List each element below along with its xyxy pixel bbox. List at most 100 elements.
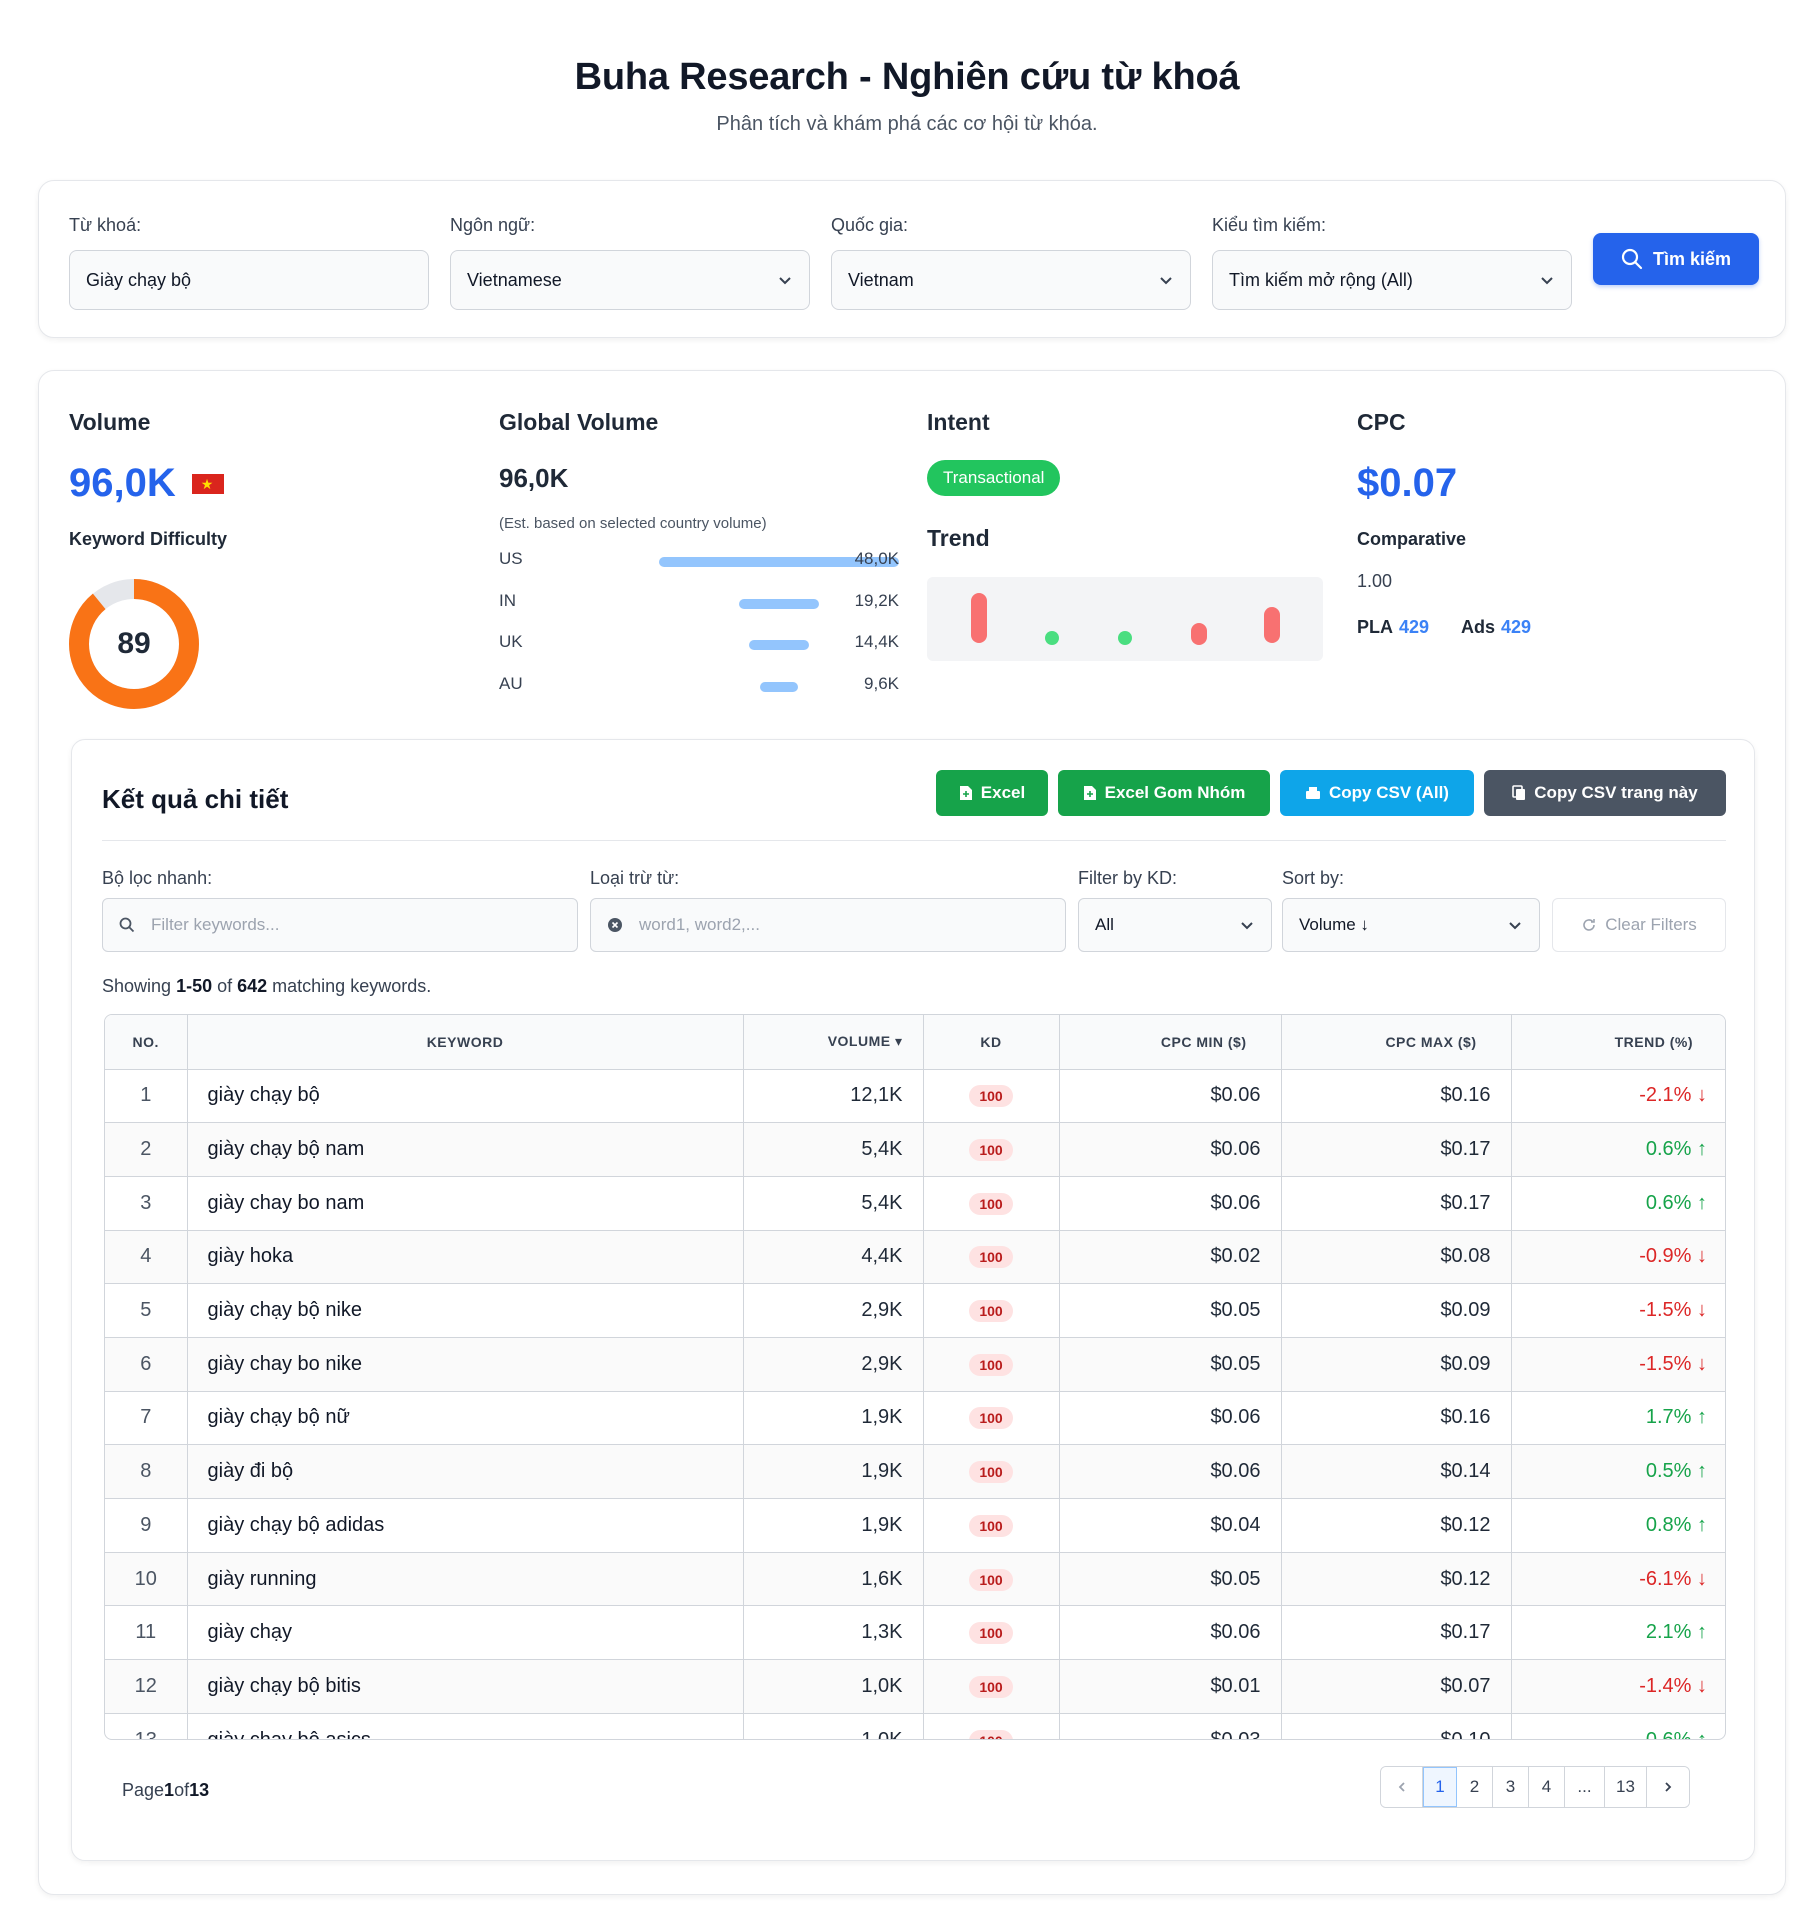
page-button[interactable]: 1 bbox=[1423, 1767, 1457, 1807]
table-row[interactable]: 12 giày chạy bộ bitis 1,0K 100 $0.01 $0.07 -1.… bbox=[105, 1659, 1725, 1714]
kd-badge: 100 bbox=[969, 1622, 1013, 1645]
row-volume: 5,4K bbox=[743, 1176, 924, 1231]
keyword-input-value: Giày chạy bộ bbox=[86, 269, 192, 290]
excel-group-button[interactable]: Excel Gom Nhóm bbox=[1058, 770, 1270, 816]
kd-filter-label: Filter by KD: bbox=[1078, 868, 1178, 888]
page-button[interactable]: 4 bbox=[1529, 1767, 1565, 1807]
row-cpc-min: $0.05 bbox=[1059, 1283, 1282, 1338]
col-kd[interactable]: KD bbox=[923, 1015, 1060, 1070]
country-select[interactable]: Vietnam bbox=[831, 250, 1191, 310]
col-cpc-max[interactable]: CPC MAX ($) bbox=[1281, 1015, 1512, 1070]
table-row[interactable]: 8 giày đi bộ 1,9K 100 $0.06 $0.14 0.5% ↑ bbox=[105, 1444, 1725, 1499]
row-trend: -1.5% ↓ bbox=[1511, 1337, 1725, 1392]
table-row[interactable]: 3 giày chay bo nam 5,4K 100 $0.06 $0.17 0.6% ↑ bbox=[105, 1176, 1725, 1231]
chevron-left-icon bbox=[1398, 1782, 1405, 1792]
country-volume-value: 9,6K bbox=[864, 673, 899, 693]
table-row[interactable]: 7 giày chạy bộ nữ 1,9K 100 $0.06 $0.16 1.7% ↑ bbox=[105, 1391, 1725, 1446]
arrow-down-icon: ↓ bbox=[1697, 1245, 1707, 1268]
table-row[interactable]: 9 giày chạy bộ adidas 1,9K 100 $0.04 $0.12 0.8… bbox=[105, 1498, 1725, 1553]
table-header-row: NO. KEYWORD VOLUME ▾ KD CPC MIN ($) CPC … bbox=[105, 1015, 1725, 1070]
chevron-down-icon bbox=[1160, 277, 1172, 285]
row-no: 13 bbox=[105, 1713, 188, 1739]
search-type-select[interactable]: Tìm kiếm mở rộng (All) bbox=[1212, 250, 1572, 310]
row-keyword: giày chạy bộ adidas bbox=[187, 1498, 744, 1553]
prev-page-button[interactable] bbox=[1381, 1767, 1423, 1807]
table-row[interactable]: 5 giày chạy bộ nike 2,9K 100 $0.05 $0.09 -1.5%… bbox=[105, 1283, 1725, 1338]
search-card: Từ khoá: Giày chạy bộ Ngôn ngữ: Vietname… bbox=[38, 180, 1786, 338]
copy-csv-all-button[interactable]: Copy CSV (All) bbox=[1280, 770, 1474, 816]
country-volume-value: 14,4K bbox=[854, 632, 899, 651]
page-info: Page1of13 bbox=[122, 1780, 209, 1801]
search-button[interactable]: Tìm kiếm bbox=[1593, 233, 1759, 285]
row-kd-cell: 100 bbox=[923, 1337, 1060, 1392]
row-cpc-max: $0.07 bbox=[1281, 1659, 1512, 1714]
page-button[interactable]: 2 bbox=[1457, 1767, 1493, 1807]
ads-label: Ads bbox=[1461, 617, 1496, 637]
kd-badge: 100 bbox=[969, 1085, 1013, 1108]
table-row[interactable]: 2 giày chạy bộ nam 5,4K 100 $0.06 $0.17 0.6% ↑ bbox=[105, 1122, 1725, 1177]
kd-badge: 100 bbox=[969, 1568, 1013, 1591]
col-volume[interactable]: VOLUME ▾ bbox=[743, 1015, 924, 1070]
row-keyword: giày running bbox=[187, 1552, 744, 1607]
row-volume: 1,6K bbox=[743, 1552, 924, 1607]
chevron-down-icon bbox=[1241, 922, 1253, 930]
search-type-label: Kiểu tìm kiếm: bbox=[1212, 215, 1327, 235]
row-volume: 1,9K bbox=[743, 1498, 924, 1553]
col-cpc-min[interactable]: CPC MIN ($) bbox=[1059, 1015, 1282, 1070]
row-keyword: giày chạy bộ nike bbox=[187, 1283, 744, 1338]
table-row[interactable]: 10 giày running 1,6K 100 $0.05 $0.12 -6.1% ↓ bbox=[105, 1552, 1725, 1607]
language-select[interactable]: Vietnamese bbox=[450, 250, 810, 310]
kd-badge: 100 bbox=[969, 1300, 1013, 1323]
country-field: Quốc gia: Vietnam bbox=[831, 215, 1191, 310]
chevron-right-icon bbox=[1665, 1782, 1672, 1792]
language-select-value: Vietnamese bbox=[467, 269, 562, 290]
exclude-input[interactable]: word1, word2,... bbox=[590, 898, 1066, 952]
results-table-wrap[interactable]: NO. KEYWORD VOLUME ▾ KD CPC MIN ($) CPC … bbox=[104, 1014, 1726, 1740]
col-no[interactable]: NO. bbox=[105, 1015, 188, 1070]
col-trend[interactable]: TREND (%) bbox=[1511, 1015, 1725, 1070]
row-keyword: giày chạy bộ nam bbox=[187, 1122, 744, 1177]
showing-range: 1-50 bbox=[176, 976, 213, 996]
page-button[interactable]: 3 bbox=[1493, 1767, 1529, 1807]
row-kd-cell: 100 bbox=[923, 1444, 1060, 1499]
keyword-input[interactable]: Giày chạy bộ bbox=[69, 250, 429, 310]
row-volume: 1,0K bbox=[743, 1659, 924, 1714]
next-page-button[interactable] bbox=[1647, 1767, 1689, 1807]
clear-filters-button[interactable]: Clear Filters bbox=[1552, 898, 1726, 952]
row-kd-cell: 100 bbox=[923, 1069, 1060, 1124]
row-volume: 1,9K bbox=[743, 1391, 924, 1446]
table-row[interactable]: 4 giày hoka 4,4K 100 $0.02 $0.08 -0.9% ↓ bbox=[105, 1230, 1725, 1285]
row-trend-value: 0.5% bbox=[1645, 1460, 1692, 1483]
row-trend-value: -6.1% bbox=[1639, 1567, 1692, 1590]
quick-filter-placeholder: Filter keywords... bbox=[151, 915, 280, 934]
row-trend-value: -1.4% bbox=[1639, 1674, 1692, 1697]
row-cpc-min: $0.06 bbox=[1059, 1391, 1282, 1446]
page-title: Buha Research - Nghiên cứu từ khoá bbox=[574, 56, 1240, 98]
kd-filter-value: All bbox=[1095, 915, 1114, 934]
arrow-down-icon: ↓ bbox=[1697, 1299, 1707, 1322]
excel-button[interactable]: Excel bbox=[936, 770, 1048, 816]
arrow-down-icon: ↓ bbox=[1697, 1084, 1707, 1107]
pagination: 1 2 3 4... 13 bbox=[1380, 1766, 1690, 1808]
row-trend: 0.8% ↑ bbox=[1511, 1498, 1725, 1553]
page-button[interactable]: 13 bbox=[1605, 1767, 1647, 1807]
row-kd-cell: 100 bbox=[923, 1283, 1060, 1338]
table-row[interactable]: 6 giày chay bo nike 2,9K 100 $0.05 $0.09 -1.5%… bbox=[105, 1337, 1725, 1392]
excel-button-label: Excel bbox=[980, 783, 1026, 802]
row-trend-value: 1.7% bbox=[1645, 1406, 1692, 1429]
table-row[interactable]: 1 giày chạy bộ 12,1K 100 $0.06 $0.16 -2.1% ↓ bbox=[105, 1069, 1725, 1124]
row-trend: -0.9% ↓ bbox=[1511, 1230, 1725, 1285]
row-trend-value: -1.5% bbox=[1639, 1299, 1692, 1322]
col-keyword[interactable]: KEYWORD bbox=[187, 1015, 744, 1070]
country-code: AU bbox=[499, 673, 523, 693]
table-row[interactable]: 11 giày chạy 1,3K 100 $0.06 $0.17 2.1% ↑ bbox=[105, 1605, 1725, 1661]
quick-filter-input[interactable]: Filter keywords... bbox=[102, 898, 578, 952]
copy-icon bbox=[1512, 785, 1526, 800]
copy-csv-page-button[interactable]: Copy CSV trang này bbox=[1484, 770, 1726, 816]
pla-label: PLA bbox=[1357, 617, 1393, 637]
country-volume-row: AU 9,6K bbox=[499, 674, 899, 698]
row-no: 3 bbox=[105, 1176, 188, 1231]
kd-filter-select[interactable]: All bbox=[1078, 898, 1272, 952]
sort-select[interactable]: Volume ↓ bbox=[1282, 898, 1540, 952]
